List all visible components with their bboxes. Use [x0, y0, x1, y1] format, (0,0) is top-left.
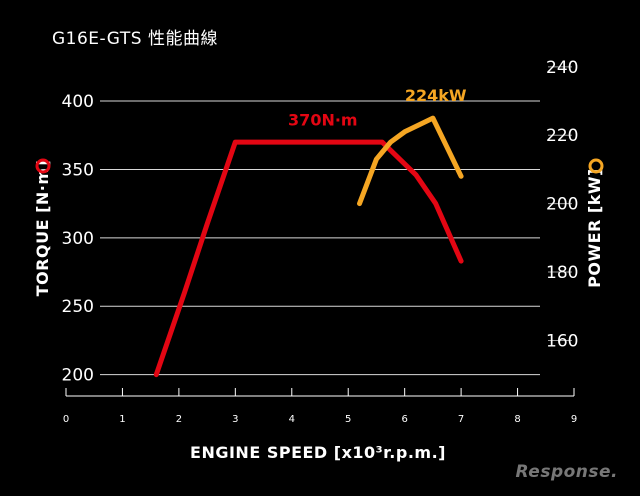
annotation-layer: 370N·m 224kW [288, 86, 467, 130]
torque-curve [153, 139, 464, 378]
series-layer [153, 115, 464, 378]
power-curve [357, 115, 464, 207]
x-tick-7: 7 [458, 414, 464, 425]
right-tick-160: 160 [546, 331, 578, 351]
x-axis-title: ENGINE SPEED [x10³r.p.m.] [190, 443, 446, 462]
left-axis-title-group: TORQUE [N·m] [33, 158, 52, 297]
torque-legend-marker [35, 158, 51, 174]
right-tick-180: 180 [546, 263, 578, 283]
x-tick-9: 9 [571, 414, 577, 425]
right-axis-title-group: POWER [kW] [585, 158, 604, 288]
left-tick-400: 400 [62, 92, 94, 112]
left-tick-250: 250 [62, 297, 94, 317]
left-axis-ticks: 200 250 300 350 400 [62, 92, 94, 386]
left-tick-300: 300 [62, 229, 94, 249]
right-axis-title: POWER [kW] [585, 168, 604, 288]
gridlines [100, 66, 572, 376]
x-tick-2: 2 [176, 414, 182, 425]
peak-label-1: 224kW [405, 86, 467, 105]
response-watermark: Response. [515, 462, 618, 482]
x-axis-ticks: 0 1 2 3 4 5 6 7 8 9 [63, 388, 577, 425]
power-legend-marker [588, 158, 604, 174]
right-tick-240: 240 [546, 58, 578, 78]
x-tick-6: 6 [401, 414, 407, 425]
x-tick-0: 0 [63, 414, 69, 425]
peak-label-0: 370N·m [288, 111, 358, 130]
x-tick-5: 5 [345, 414, 351, 425]
right-axis-ticks: 160 180 200 220 240 [546, 58, 578, 352]
right-tick-220: 220 [546, 126, 578, 146]
x-tick-3: 3 [232, 414, 238, 425]
left-tick-350: 350 [62, 160, 94, 180]
right-tick-200: 200 [546, 195, 578, 215]
left-axis-title: TORQUE [N·m] [33, 160, 52, 297]
x-tick-8: 8 [514, 414, 520, 425]
x-tick-1: 1 [119, 414, 125, 425]
x-tick-4: 4 [289, 414, 295, 425]
chart-title: G16E-GTS 性能曲線 [52, 29, 218, 49]
left-tick-200: 200 [62, 366, 94, 386]
